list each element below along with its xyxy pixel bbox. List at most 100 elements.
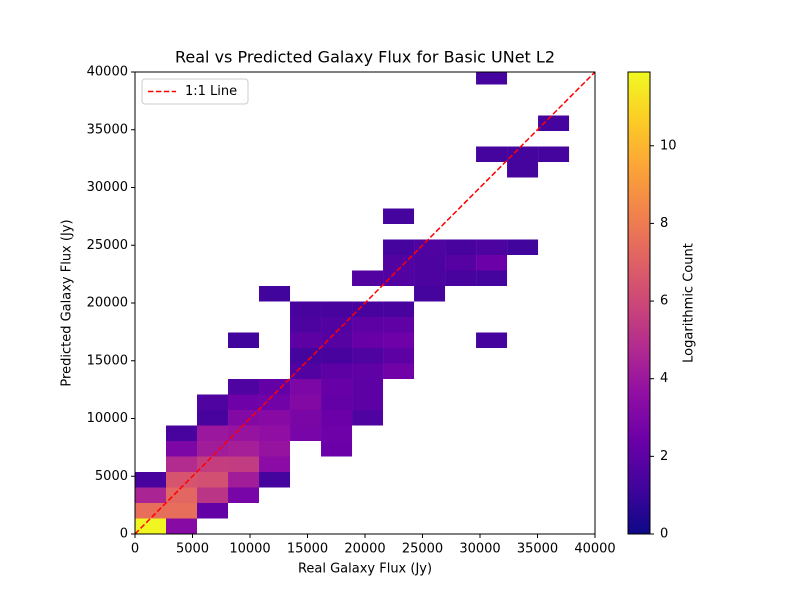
- y-tick-label: 15000: [87, 353, 128, 368]
- bin: [352, 332, 384, 348]
- bin: [228, 440, 260, 457]
- legend-box: [141, 78, 249, 105]
- bin: [166, 487, 198, 503]
- bin: [352, 316, 384, 333]
- bin: [197, 440, 229, 457]
- bin: [507, 146, 539, 162]
- x-tick-label: 40000: [574, 542, 615, 557]
- y-tick-label: 5000: [95, 469, 128, 484]
- bin: [228, 456, 260, 472]
- x-tick-label: 30000: [459, 542, 500, 557]
- y-axis-label: Predicted Galaxy Flux (Jy): [60, 219, 75, 386]
- bin: [414, 270, 446, 286]
- bin: [228, 409, 260, 426]
- bin: [290, 378, 322, 395]
- bin: [259, 471, 291, 488]
- bin: [290, 301, 322, 317]
- bin: [166, 456, 198, 472]
- bin: [197, 409, 229, 426]
- bin: [259, 456, 291, 472]
- bin: [228, 471, 260, 488]
- x-tick-label: 10000: [229, 542, 270, 557]
- bin: [414, 254, 446, 271]
- bin: [321, 316, 353, 333]
- bin: [290, 409, 322, 426]
- bin: [383, 332, 415, 348]
- bin: [352, 409, 384, 426]
- bin: [383, 347, 415, 364]
- bin: [476, 254, 508, 271]
- bin: [352, 363, 384, 379]
- bin: [290, 316, 322, 333]
- bin: [228, 378, 260, 395]
- bin: [259, 285, 291, 302]
- bin: [135, 487, 167, 503]
- bin: [507, 161, 539, 178]
- bin: [383, 316, 415, 333]
- bin: [352, 378, 384, 395]
- bin: [321, 347, 353, 364]
- bin: [476, 72, 508, 85]
- colorbar-tick-label: 2: [660, 449, 668, 464]
- bin: [228, 487, 260, 503]
- bin: [476, 332, 508, 348]
- colorbar-tick-label: 0: [660, 527, 668, 542]
- bin: [538, 146, 570, 162]
- bin: [228, 394, 260, 410]
- bin: [352, 394, 384, 410]
- bin: [321, 378, 353, 395]
- colorbar-tick-label: 8: [660, 216, 668, 231]
- bin: [135, 502, 167, 519]
- reference-line: [135, 72, 595, 534]
- bin: [476, 146, 508, 162]
- bin: [321, 363, 353, 379]
- bin: [445, 270, 477, 286]
- bin: [414, 285, 446, 302]
- bin: [321, 332, 353, 348]
- bin: [321, 425, 353, 441]
- bin: [476, 239, 508, 255]
- bin: [538, 115, 570, 131]
- bin: [290, 425, 322, 441]
- bin: [321, 409, 353, 426]
- bin: [290, 363, 322, 379]
- bin: [166, 471, 198, 488]
- colorbar-tick-label: 4: [660, 371, 668, 386]
- x-tick-label: 15000: [287, 542, 328, 557]
- bin: [135, 518, 167, 534]
- lines: [135, 72, 595, 534]
- bin: [166, 440, 198, 457]
- bin: [383, 254, 415, 271]
- colorbar-label: Logarithmic Count: [682, 243, 697, 363]
- bin: [259, 378, 291, 395]
- bin: [383, 363, 415, 379]
- colorbar-tick-label: 6: [660, 294, 668, 309]
- y-tick-label: 25000: [87, 238, 128, 253]
- bin: [135, 471, 167, 488]
- bin: [197, 425, 229, 441]
- bin: [166, 518, 198, 534]
- x-tick-label: 0: [131, 542, 139, 557]
- bin: [383, 239, 415, 255]
- x-tick-label: 20000: [344, 542, 385, 557]
- bin: [352, 270, 384, 286]
- bin: [445, 239, 477, 255]
- heatmap: [135, 72, 570, 534]
- x-tick-label: 35000: [517, 542, 558, 557]
- bin: [259, 425, 291, 441]
- bin: [166, 502, 198, 519]
- x-tick-label: 25000: [402, 542, 443, 557]
- bin: [259, 440, 291, 457]
- bin: [321, 301, 353, 317]
- bin: [321, 394, 353, 410]
- bin: [197, 487, 229, 503]
- bin: [228, 425, 260, 441]
- colorbar: [627, 71, 651, 535]
- bin: [197, 502, 229, 519]
- bin: [476, 270, 508, 286]
- x-tick-label: 5000: [176, 542, 209, 557]
- bin: [197, 456, 229, 472]
- y-tick-label: 20000: [87, 296, 128, 311]
